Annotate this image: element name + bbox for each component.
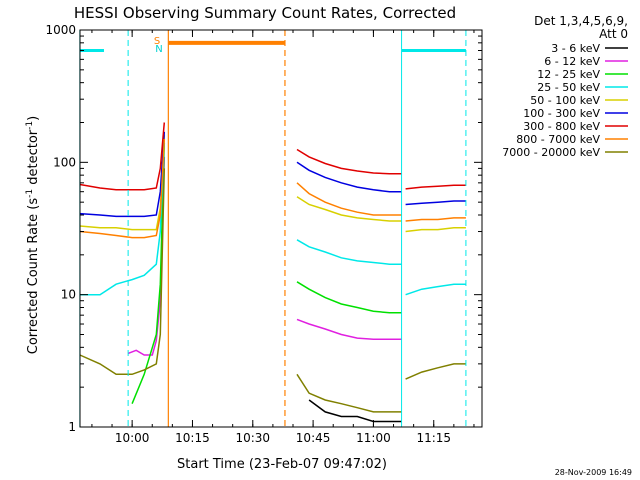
timestamp: 28-Nov-2009 16:49 [555, 468, 632, 477]
series-lines [79, 122, 466, 423]
time-markers [79, 30, 467, 427]
night-label: N [155, 44, 162, 55]
legend-label-800-7000-kev: 800 - 7000 keV [516, 133, 600, 146]
y-axis-label-sup2: -1 [25, 121, 35, 130]
series-100-300-kev-segment-2 [296, 161, 402, 193]
y-tick-label: 1000 [45, 23, 76, 37]
plot-frame [79, 29, 483, 428]
legend-label-7000-20000-kev: 7000 - 20000 keV [502, 146, 600, 159]
x-tick-label: 10:00 [115, 431, 150, 445]
y-axis-label-main: Corrected Count Rate (s [26, 198, 41, 355]
chart-title: HESSI Observing Summary Count Rates, Cor… [74, 4, 456, 22]
series-7000-20000-kev-segment-3 [405, 363, 466, 380]
y-axis-label-end: ) [26, 116, 41, 121]
series-25-50-kev-segment-1 [79, 138, 166, 296]
series-6-12-kev-segment-2 [296, 318, 402, 341]
legend-label-100-300-kev: 100 - 300 keV [523, 107, 600, 120]
y-tick-label: 10 [61, 288, 76, 302]
y-axis-label-mid: detector [26, 129, 41, 189]
series-300-800-kev-segment-3 [405, 184, 466, 190]
series-6-12-kev-segment-1 [127, 156, 166, 356]
series-100-300-kev-segment-1 [79, 131, 166, 218]
series-7000-20000-kev-segment-2 [296, 373, 402, 413]
legend-header-line2: Att 0 [599, 27, 628, 41]
series-100-300-kev-segment-3 [405, 200, 466, 206]
saa-label: S [154, 36, 160, 47]
series-800-7000-kev-segment-3 [405, 217, 466, 222]
x-tick-label: 10:15 [175, 431, 210, 445]
series-25-50-kev-segment-2 [296, 239, 402, 265]
y-axis-label-sup1: -1 [25, 189, 35, 198]
x-tick-label: 11:00 [356, 431, 391, 445]
series-800-7000-kev-segment-1 [79, 138, 166, 239]
x-tick-label: 11:15 [416, 431, 451, 445]
axis-ticks: 10:00 10:15 10:30 10:45 11:00 11:15 1 10 100 1000 [45, 23, 482, 445]
x-tick-label: 10:30 [235, 431, 270, 445]
legend-label-300-800-kev: 300 - 800 keV [523, 120, 600, 133]
series-800-7000-kev-segment-2 [296, 182, 402, 216]
series-12-25-kev-segment-1 [131, 142, 166, 404]
series-25-50-kev-segment-3 [405, 283, 466, 296]
series-7000-20000-kev-segment-1 [79, 168, 166, 376]
series-50-100-kev-segment-2 [296, 196, 402, 222]
legend-label-12-25-kev: 12 - 25 keV [537, 68, 600, 81]
legend-header-line1: Det 1,3,4,5,6,9, [534, 14, 628, 28]
y-axis-label: Corrected Count Rate (s-1 detector-1) [25, 116, 41, 354]
legend-label-50-100-kev: 50 - 100 keV [530, 94, 600, 107]
series-12-25-kev-segment-2 [296, 281, 402, 314]
y-tick-label: 100 [53, 155, 76, 169]
series-300-800-kev-segment-2 [296, 148, 402, 175]
y-tick-label: 1 [68, 420, 76, 434]
legend-label-25-50-kev: 25 - 50 keV [537, 81, 600, 94]
series-300-800-kev-segment-1 [79, 122, 166, 191]
series-3-6-kev-segment-1 [308, 399, 402, 423]
x-axis-label: Start Time (23-Feb-07 09:47:02) [177, 457, 387, 472]
legend-label-3-6-kev: 3 - 6 keV [551, 42, 600, 55]
x-tick-label: 10:45 [296, 431, 331, 445]
series-50-100-kev-segment-3 [405, 227, 466, 233]
series-50-100-kev-segment-1 [79, 135, 166, 231]
legend-label-6-12-kev: 6 - 12 keV [544, 55, 600, 68]
